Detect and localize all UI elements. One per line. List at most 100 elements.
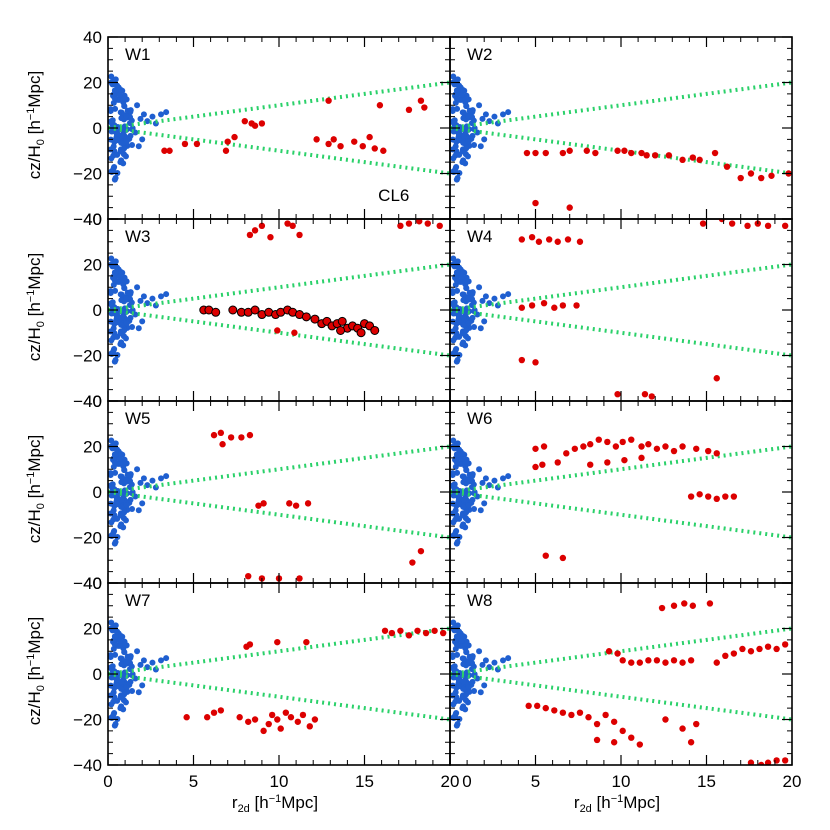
outer-point [636, 659, 644, 666]
y-axis-label-row-3: cz/H0 [h−1Mpc] [25, 435, 47, 543]
outer-point [585, 714, 592, 721]
plot-area [450, 600, 792, 765]
outer-point [551, 707, 558, 714]
envelope-line-upper [450, 80, 792, 130]
panel-w1: −40 −20 0 20 40 W1 CL6 [73, 28, 451, 229]
outer-point [554, 459, 561, 466]
envelope-line-lower [108, 490, 450, 540]
outer-point [592, 149, 599, 157]
core-point [158, 475, 165, 482]
outer-point [405, 632, 413, 639]
core-point [463, 509, 470, 516]
outer-point [203, 714, 211, 721]
core-point [118, 297, 125, 304]
outer-point [693, 720, 700, 728]
core-point [479, 115, 486, 122]
core-point [109, 167, 116, 174]
outer-point [210, 709, 218, 716]
core-point [123, 320, 130, 327]
outer-point [595, 436, 602, 443]
core-point [471, 687, 478, 694]
outer-point [258, 120, 266, 127]
core-point [110, 143, 117, 150]
outer-point [583, 147, 590, 154]
outer-point [291, 329, 298, 336]
outer-point [183, 714, 190, 721]
core-point [505, 291, 512, 298]
outer-point [687, 657, 695, 664]
outer-point [747, 170, 755, 177]
core-point [454, 88, 461, 95]
core-point [123, 113, 130, 120]
core-point [466, 653, 473, 660]
core-point [109, 349, 116, 356]
core-point [121, 103, 128, 110]
y-tick-label: 40 [83, 28, 102, 47]
outer-point [274, 638, 281, 646]
outer-point [260, 727, 267, 735]
core-point [163, 109, 170, 116]
y-tick-label: 20 [83, 256, 102, 275]
core-point [486, 118, 493, 125]
outer-point [366, 133, 373, 141]
outer-point [542, 552, 549, 559]
outer-point [593, 720, 601, 728]
core-point [465, 113, 472, 120]
panel-label: W1 [125, 45, 151, 64]
core-point [471, 505, 478, 512]
core-point [450, 307, 457, 314]
outer-point [614, 147, 621, 154]
outer-point [568, 711, 575, 719]
core-point [477, 689, 484, 696]
outer-point [739, 645, 746, 653]
outer-point [602, 711, 609, 719]
core-point [486, 664, 493, 671]
core-point [505, 655, 512, 662]
outer-point [670, 657, 678, 664]
outer-point [421, 104, 428, 111]
outer-point [773, 757, 780, 764]
core-point [479, 479, 486, 486]
outer-point [431, 627, 438, 634]
plot-area [108, 429, 450, 582]
core-point [479, 661, 486, 668]
outer-point [551, 304, 558, 311]
core-point [453, 459, 460, 466]
outer-point [764, 759, 772, 765]
core-point [451, 713, 458, 720]
panel-annotation: CL6 [378, 186, 409, 205]
core-point [122, 153, 129, 160]
panel-label: W5 [125, 409, 151, 428]
outer-point [722, 493, 729, 500]
outer-point [689, 154, 697, 161]
outer-point [559, 554, 567, 562]
core-point [460, 496, 467, 503]
outer-point [662, 716, 669, 723]
core-point [140, 475, 147, 482]
core-point [129, 687, 136, 694]
core-point [463, 285, 470, 292]
outer-point [296, 231, 303, 239]
core-point [474, 675, 481, 682]
core-point [139, 318, 146, 325]
outer-point [587, 461, 594, 468]
core-point [137, 297, 144, 304]
core-point [118, 132, 125, 139]
core-point [123, 684, 130, 691]
core-point [117, 633, 124, 640]
outer-point [532, 445, 539, 452]
core-point [464, 517, 471, 524]
outer-point [764, 222, 772, 230]
outer-point [397, 222, 404, 230]
core-point [110, 507, 117, 514]
outer-point [534, 702, 541, 710]
outer-point [645, 441, 652, 448]
core-point [460, 132, 467, 139]
core-point [463, 327, 470, 334]
core-point [466, 471, 473, 478]
outer-point-circled [310, 314, 320, 324]
core-point [122, 699, 129, 706]
core-point [454, 651, 461, 658]
core-point [135, 143, 142, 150]
outer-point [687, 739, 695, 746]
